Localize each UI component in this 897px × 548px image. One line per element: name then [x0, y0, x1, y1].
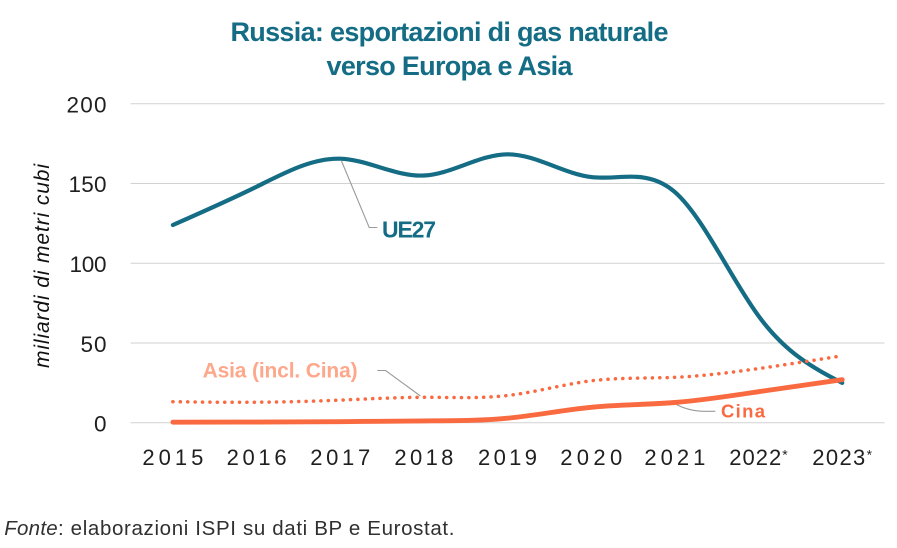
svg-text:Fonte: elaborazioni ISPI su da: Fonte: elaborazioni ISPI su dati BP e Eu…	[4, 517, 454, 540]
svg-text:2019: 2019	[478, 445, 537, 470]
svg-text:Asia (incl. Cina): Asia (incl. Cina)	[203, 360, 358, 383]
svg-text:2015: 2015	[142, 445, 203, 470]
svg-text:UE27: UE27	[382, 217, 436, 243]
svg-text:2018: 2018	[394, 445, 453, 470]
svg-text:2020: 2020	[560, 445, 622, 470]
svg-text:Cina: Cina	[721, 401, 766, 422]
svg-text:200: 200	[67, 92, 107, 117]
svg-text:2017: 2017	[310, 445, 370, 470]
svg-text:Russia: esportazioni di gas na: Russia: esportazioni di gas naturale	[231, 17, 669, 47]
svg-text:verso Europa e Asia: verso Europa e Asia	[327, 51, 574, 81]
svg-text:50: 50	[81, 332, 107, 357]
svg-text:2023*: 2023*	[812, 445, 872, 470]
svg-text:100: 100	[70, 252, 107, 277]
svg-text:miliardi di metri cubi: miliardi di metri cubi	[31, 163, 54, 368]
svg-text:0: 0	[94, 412, 107, 437]
svg-text:2022*: 2022*	[729, 445, 788, 470]
svg-text:150: 150	[69, 172, 107, 197]
svg-text:2016: 2016	[227, 445, 287, 470]
svg-text:2021: 2021	[644, 445, 705, 470]
